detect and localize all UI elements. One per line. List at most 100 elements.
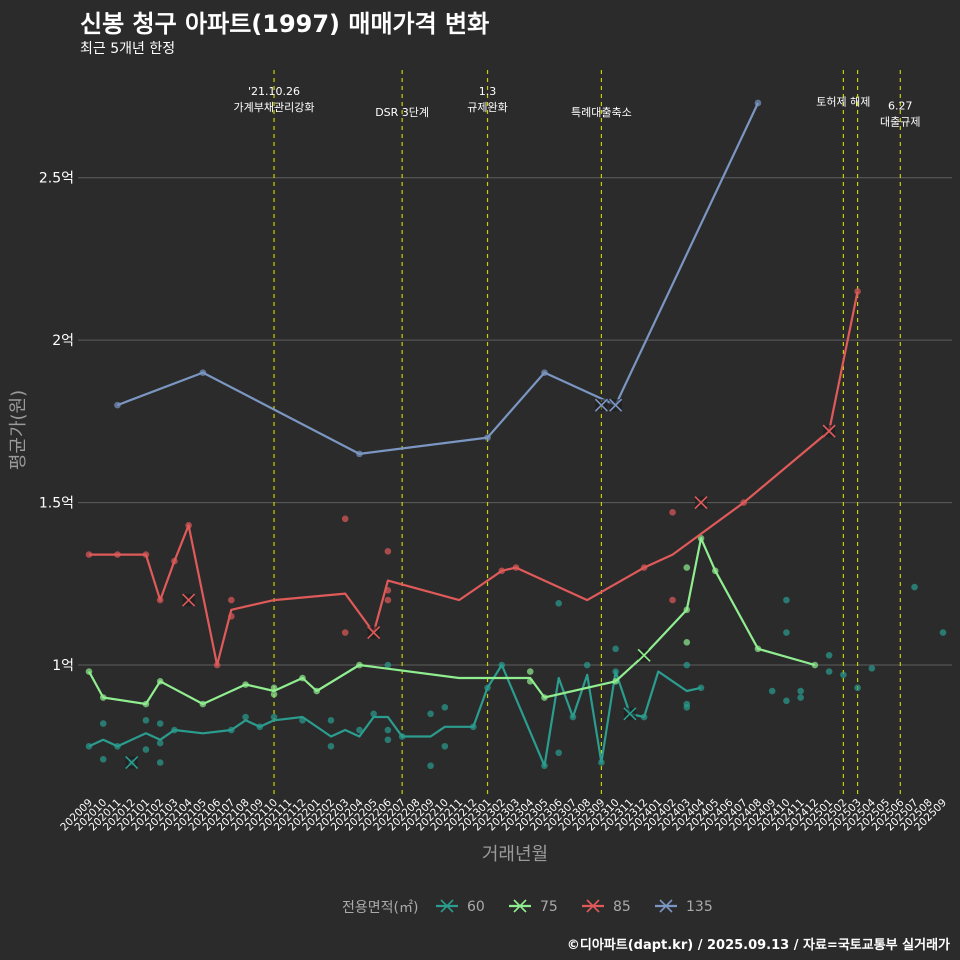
data-point-85 — [156, 596, 164, 604]
data-point-60 — [370, 710, 377, 718]
y-axis-title: 평균가(원) — [8, 390, 29, 470]
data-point-85 — [384, 596, 392, 604]
data-point-60 — [441, 742, 449, 750]
data-point-75 — [683, 606, 691, 614]
data-point-75 — [85, 668, 93, 675]
data-point-60 — [569, 713, 577, 721]
data-point-75 — [612, 677, 619, 685]
chart-title: 신봉 청구 아파트(1997) 매매가격 변화 — [80, 10, 490, 38]
legend-title: 전용면적(㎡) — [342, 900, 418, 916]
data-point-60 — [470, 723, 477, 731]
data-point-85 — [341, 515, 349, 523]
data-point-60 — [939, 629, 947, 636]
data-point-60 — [427, 710, 434, 718]
data-point-85 — [640, 564, 648, 571]
data-point-60 — [825, 651, 833, 659]
chart-subtitle: 최근 5개년 한정 — [80, 41, 176, 57]
data-point-60 — [142, 716, 150, 724]
series-line-135 — [117, 102, 759, 455]
data-point-60 — [612, 645, 619, 653]
data-point-60 — [228, 726, 235, 734]
data-point-60 — [299, 716, 306, 724]
data-point-60 — [783, 697, 790, 705]
data-point-60 — [640, 713, 648, 721]
series-line-60 — [88, 663, 702, 767]
policy-event-label: 가계부채관리강화 — [234, 101, 315, 114]
data-point-75 — [270, 690, 278, 698]
data-point-60 — [99, 755, 107, 763]
data-point-75 — [811, 661, 819, 669]
data-point-60 — [797, 694, 804, 701]
data-point-75 — [142, 700, 150, 708]
data-point-60 — [327, 716, 335, 724]
highlight-x-mark-85 — [367, 625, 381, 640]
data-point-60 — [384, 726, 392, 734]
data-point-60 — [797, 687, 804, 695]
data-point-85 — [384, 587, 392, 594]
data-point-60 — [270, 713, 278, 721]
data-point-85 — [498, 567, 506, 575]
data-point-60 — [484, 684, 491, 692]
data-point-60 — [598, 759, 605, 766]
legend-key-x-75 — [513, 899, 527, 913]
legend-key-x-85 — [586, 899, 600, 913]
data-point-60 — [142, 746, 150, 753]
data-point-85 — [341, 629, 349, 636]
data-point-60 — [555, 600, 562, 607]
data-point-60 — [256, 723, 264, 731]
data-point-60 — [114, 742, 121, 750]
data-point-85 — [213, 661, 221, 669]
data-point-85 — [171, 557, 178, 565]
data-point-60 — [356, 726, 363, 734]
data-point-60 — [911, 583, 918, 591]
data-point-75 — [754, 645, 762, 653]
data-point-60 — [441, 703, 449, 711]
legend-label-60: 60 — [467, 899, 485, 915]
x-axis-title: 거래년월 — [482, 844, 548, 865]
legend-label-135: 135 — [686, 899, 713, 915]
data-point-85 — [669, 509, 676, 516]
legend-key-x-60 — [440, 899, 454, 913]
data-point-75 — [683, 639, 691, 646]
data-point-85 — [114, 551, 121, 558]
data-point-60 — [85, 742, 93, 750]
data-point-60 — [171, 726, 178, 734]
data-point-85 — [142, 551, 150, 558]
data-point-60 — [156, 739, 164, 747]
data-point-60 — [384, 661, 392, 669]
data-point-60 — [854, 684, 861, 692]
data-point-60 — [156, 720, 164, 727]
data-point-135 — [114, 401, 121, 409]
data-point-75 — [242, 681, 249, 688]
data-point-85 — [854, 288, 861, 295]
policy-event-label: 토허제 해제 — [816, 95, 870, 109]
highlight-x-mark-75 — [637, 648, 651, 662]
data-point-85 — [228, 596, 235, 604]
data-point-85 — [740, 499, 748, 506]
data-point-135 — [356, 450, 363, 458]
series-line-85 — [89, 291, 859, 667]
data-point-75 — [99, 694, 107, 701]
data-point-60 — [583, 661, 591, 669]
policy-event-label: 특례대출축소 — [571, 106, 632, 119]
data-point-60 — [683, 703, 691, 711]
data-point-75 — [541, 694, 548, 701]
highlight-x-mark-135 — [609, 398, 623, 412]
data-point-60 — [327, 742, 335, 750]
legend-label-85: 85 — [613, 899, 631, 915]
data-point-85 — [228, 613, 235, 620]
data-point-60 — [612, 668, 619, 675]
data-point-85 — [185, 522, 192, 529]
y-tick-label: 2억 — [52, 333, 74, 349]
data-point-75 — [156, 677, 164, 685]
data-point-60 — [384, 736, 392, 744]
data-point-60 — [498, 661, 506, 669]
data-point-60 — [99, 720, 107, 727]
data-point-60 — [825, 668, 833, 675]
policy-event-label: DSR 3단계 — [375, 106, 429, 119]
series-line-75 — [88, 537, 816, 706]
data-point-75 — [299, 674, 306, 682]
data-point-60 — [541, 762, 548, 770]
data-point-60 — [242, 713, 249, 721]
data-point-60 — [156, 759, 164, 766]
